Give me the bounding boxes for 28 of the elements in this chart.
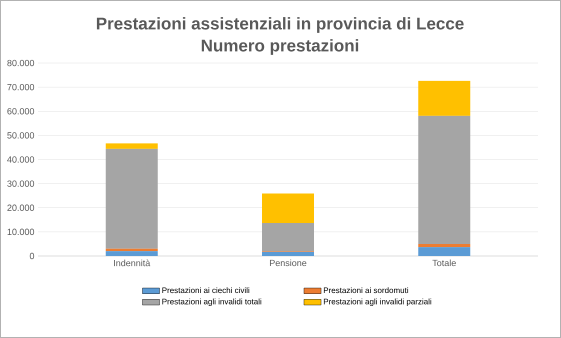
y-tick-label: 40.000: [7, 156, 34, 163]
x-tick-label: Pensione: [270, 260, 306, 266]
chart-subtitle: Numero prestazioni: [202, 39, 358, 55]
legend-label: Prestazioni agli invalidi parziali: [324, 298, 432, 306]
y-tick-label: 60.000: [7, 108, 34, 114]
bar: [418, 80, 470, 116]
chart-title: Prestazioni assistenziali in provincia di Lecce: [96, 17, 464, 33]
y-tick-label: 50.000: [7, 132, 34, 139]
y-tick-label: 70.000: [7, 84, 34, 90]
y-tick-label: 80.000: [7, 60, 34, 66]
y-tick-label: 10.000: [8, 228, 34, 236]
bar: [418, 116, 470, 244]
x-tick-label: Indennità: [114, 260, 150, 266]
bar: [106, 251, 158, 256]
legend-label: Prestazioni agli invalidi totali: [162, 298, 262, 306]
bar: [418, 247, 470, 256]
y-tick-label: 20.000: [7, 204, 34, 211]
bar: [418, 244, 470, 248]
bar: [262, 252, 314, 256]
bar: [262, 222, 314, 252]
bar: [106, 148, 158, 249]
legend-label: Prestazioni ai sordomuti: [324, 287, 408, 294]
x-tick-label: Totale: [432, 260, 456, 266]
y-tick-label: 0: [30, 252, 34, 260]
bar: [262, 194, 314, 223]
legend-label: Prestazioni ai ciechi civili: [162, 287, 250, 294]
bar: [106, 143, 158, 149]
y-tick-label: 30.000: [7, 180, 34, 187]
